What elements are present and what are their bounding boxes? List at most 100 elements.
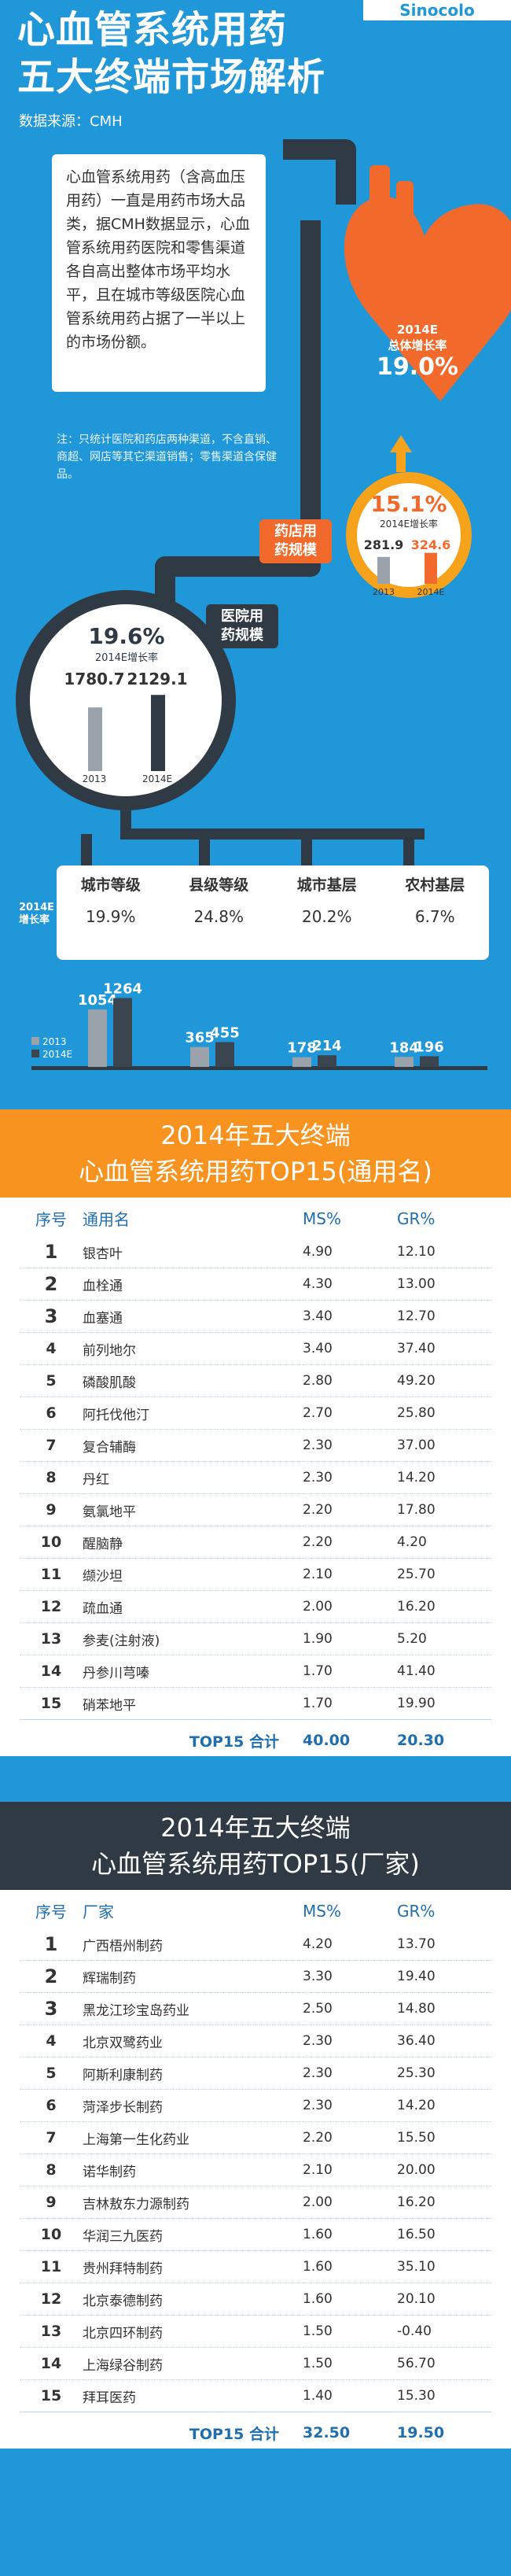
segment-value-4-2013: 184: [389, 1039, 419, 1056]
hospital-growth: 19.6%: [88, 623, 165, 649]
table1-header-rank: 序号: [35, 1210, 67, 1229]
table-row: 7 上海第一生化药业 2.20 15.50: [20, 2122, 491, 2154]
table-cell-gr: 14.20: [397, 2098, 436, 2113]
table-cell-ms: 2.10: [303, 1567, 333, 1582]
table2-header-row: 序号 厂家 MS% GR%: [20, 1890, 491, 1928]
arrow-pharmacy-head: [390, 435, 412, 452]
summary-gr: 20.30: [397, 1719, 491, 1756]
table-cell-ms: 2.80: [303, 1373, 333, 1389]
table-cell-name: 诺华制药: [83, 2164, 136, 2180]
legend-item-2013: 2013: [31, 1035, 72, 1048]
table-row: 14 丹参川芎嗪 1.70 41.40: [20, 1655, 491, 1688]
table-cell-ms: 4.30: [303, 1276, 333, 1292]
table-cell-gr: 37.00: [397, 1437, 436, 1453]
heart-vessel-2: [396, 181, 414, 220]
segment-bar-1-2014e: [113, 998, 132, 1067]
hospital-year-2013: 2013: [83, 773, 107, 784]
table-cell-ms: 2.30: [303, 2033, 333, 2049]
table-cell-rank: 8: [46, 1469, 57, 1486]
table-cell-ms: 2.20: [303, 1534, 333, 1550]
data-source: 数据来源：CMH: [19, 113, 123, 130]
segment-bar-3-2014e: [318, 1055, 336, 1067]
hospital-label-line-1: 医院用: [221, 608, 263, 625]
table-cell-rank: 9: [46, 2194, 57, 2211]
summary-gr: 19.50: [397, 2412, 491, 2449]
segment-value-2-2013: 365: [185, 1030, 215, 1046]
table-row: 9 吉林敖东力源制药 2.00 16.20: [20, 2187, 491, 2219]
table2-title-line-1: 2014年五大终端: [160, 1813, 351, 1843]
table-cell-ms: 3.40: [303, 1341, 333, 1356]
table-cell-gr: 41.40: [397, 1663, 436, 1679]
table1-header-ms: MS%: [303, 1209, 341, 1228]
table-row: 8 丹红 2.30 14.20: [20, 1462, 491, 1494]
table-cell-name: 拜耳医药: [83, 2390, 136, 2406]
table-cell-ms: 2.00: [303, 2194, 333, 2210]
table2-title: 2014年五大终端 心血管系统用药TOP15(厂家): [0, 1802, 511, 1890]
table-cell-rank: 5: [46, 2065, 57, 2082]
hospital-label: 医院用 药规模: [206, 604, 278, 648]
table-cell-rank: 3: [44, 1998, 58, 2020]
segments-growth-label-line-1: 2014E: [19, 902, 55, 913]
heart-shape: [344, 197, 511, 401]
segment-1-growth: 19.9%: [85, 907, 136, 926]
hospital-circle-inner: [30, 604, 222, 796]
segments-growth-label: 2014E 增长率: [19, 902, 54, 927]
table1-header-row: 序号 通用名 MS% GR%: [20, 1198, 491, 1236]
summary-label: TOP15 合计: [83, 2412, 303, 2449]
table-row: 2 辉瑞制药 3.30 19.40: [20, 1961, 491, 1993]
segment-1: 城市等级 19.9%: [81, 873, 141, 926]
pharmacy-year-2014e: 2014E: [417, 587, 445, 597]
table-row: 8 诺华制药 2.10 20.00: [20, 2154, 491, 2187]
table-cell-gr: 35.10: [397, 2259, 436, 2275]
segment-2-growth: 24.8%: [193, 907, 244, 926]
table-cell-rank: 9: [46, 1501, 57, 1519]
table-cell-name: 华润三九医药: [83, 2228, 163, 2245]
table-cell-empty: [20, 2412, 83, 2449]
table-cell-rank: 12: [40, 2290, 62, 2308]
pharmacy-label: 药店用 药规模: [259, 519, 332, 563]
table-cell-ms: 2.70: [303, 1405, 333, 1421]
table-cell-rank: 15: [40, 2387, 62, 2404]
table-row: 2 血栓通 4.30 13.00: [20, 1268, 491, 1301]
table-cell-name: 缬沙坦: [83, 1568, 123, 1585]
legend-swatch-2014e: [31, 1050, 39, 1057]
title-line-2: 五大终端市场解析: [17, 55, 326, 99]
table-cell-gr: 20.00: [397, 2162, 436, 2178]
table-cell-gr: 49.20: [397, 1373, 436, 1389]
table2-title-line-2: 心血管系统用药TOP15(厂家): [91, 1849, 420, 1879]
pharmacy-label-line-2: 药规模: [274, 542, 317, 559]
table-cell-rank: 7: [46, 1437, 57, 1454]
table-top15-generic: 2014年五大终端 心血管系统用药TOP15(通用名) 序号 通用名 MS% G…: [0, 1109, 511, 1756]
table-cell-gr: 13.00: [397, 1276, 436, 1292]
table-row: 10 醒脑静 2.20 4.20: [20, 1526, 491, 1559]
table-cell-rank: 3: [44, 1305, 58, 1327]
table-cell-rank: 10: [40, 2226, 62, 2243]
table-summary-row: TOP15 合计 40.00 20.30: [20, 1719, 491, 1756]
table-cell-gr: 5.20: [397, 1631, 427, 1647]
table-cell-gr: 12.10: [397, 1244, 436, 1260]
page-title: 心血管系统用药 五大终端市场解析: [17, 6, 325, 101]
table-cell-gr: 36.40: [397, 2033, 436, 2049]
table-cell-ms: 1.90: [303, 1631, 333, 1647]
table-cell-rank: 13: [40, 2323, 62, 2340]
table-row: 15 拜耳医药 1.40 15.30: [20, 2380, 491, 2412]
summary-ms: 40.00: [303, 1719, 397, 1756]
table-cell-gr: 17.80: [397, 1502, 436, 1518]
table-cell-ms: 2.30: [303, 2065, 333, 2081]
table-cell-gr: 15.50: [397, 2130, 436, 2146]
table-row: 1 银杏叶 4.90 12.10: [20, 1236, 491, 1268]
hospital-bar-2014e: [151, 695, 165, 771]
table-cell-name: 辉瑞制药: [83, 1970, 136, 1987]
table-row: 4 前列地尔 3.40 37.40: [20, 1333, 491, 1365]
table-cell-rank: 10: [40, 1533, 62, 1551]
segment-value-1-2013: 1054: [78, 992, 117, 1009]
table-cell-name: 丹参川芎嗪: [83, 1665, 149, 1681]
segments-panel: [57, 865, 489, 960]
hospital-bar-2013: [88, 707, 102, 771]
segment-value-3-2013: 178: [287, 1040, 317, 1057]
segment-bar-2-2013: [190, 1046, 209, 1067]
table-cell-name: 上海绿谷制药: [83, 2357, 163, 2374]
table-cell-name: 血栓通: [83, 1278, 123, 1294]
table-cell-ms: 2.50: [303, 2001, 333, 2017]
table-cell-rank: 8: [46, 2161, 57, 2179]
